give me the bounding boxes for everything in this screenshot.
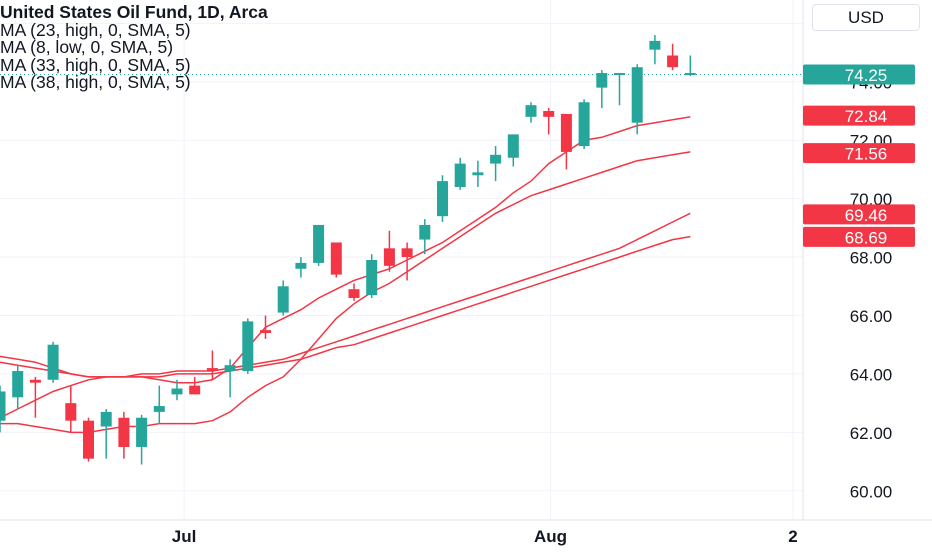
indicator-label-1[interactable]: MA (23, high, 0, SMA, 5) <box>0 19 191 40</box>
y-tick-label: 66.00 <box>850 307 893 326</box>
candle-body <box>525 105 537 117</box>
candle-body <box>383 248 395 266</box>
ma-price-tag-2: 71.56 <box>845 145 888 164</box>
candle-body <box>83 420 94 459</box>
candle-body <box>631 67 643 123</box>
y-tick-label: 68.00 <box>850 249 893 268</box>
candle-body <box>12 371 24 398</box>
candle-body <box>596 73 608 88</box>
y-tick-label: 64.00 <box>850 365 893 384</box>
indicator-label-2[interactable]: MA (8, low, 0, SMA, 5) <box>0 37 174 57</box>
candle-body <box>560 113 572 152</box>
ma-line-3 <box>0 212 691 378</box>
candle-body <box>507 134 519 158</box>
y-tick-label: 70.00 <box>850 190 893 209</box>
candle-body <box>366 260 378 296</box>
candle-body <box>401 248 413 258</box>
candle-body <box>260 330 271 334</box>
candle-body <box>578 102 590 147</box>
x-tick-label: 2 <box>788 527 797 546</box>
candle-body <box>490 154 502 164</box>
indicator-label-3[interactable]: MA (33, high, 0, SMA, 5) <box>0 54 191 75</box>
candle-body <box>224 365 236 372</box>
ma-line-4 <box>0 235 691 378</box>
x-tick-label: Aug <box>534 527 567 546</box>
candle-body <box>189 385 201 395</box>
last-price-tag: 74.25 <box>845 66 888 85</box>
candle-body <box>47 344 59 380</box>
chart-legend: United States Oil Fund, 1D, Arca MA (23,… <box>0 2 268 92</box>
candle-body <box>348 289 360 298</box>
candle-body <box>206 368 218 372</box>
indicator-label-4[interactable]: MA (38, high, 0, SMA, 5) <box>0 72 191 92</box>
ma-line-2 <box>0 151 691 434</box>
candle-body <box>65 403 77 421</box>
ma-price-tag-2-bg <box>803 143 915 164</box>
ma-price-tag-3-bg <box>803 204 915 225</box>
candle-body <box>313 224 325 263</box>
candle-body <box>136 417 148 447</box>
candle-body <box>277 286 289 313</box>
candle-body <box>295 262 307 269</box>
y-tick-label: 62.00 <box>850 424 893 443</box>
candle-body <box>242 321 254 372</box>
candle-body <box>437 181 448 217</box>
chart-title[interactable]: United States Oil Fund, 1D, Arca <box>0 2 268 22</box>
candle-body <box>419 224 431 240</box>
candle-body <box>472 172 484 176</box>
candle-body <box>667 55 679 68</box>
candle-body <box>153 406 165 412</box>
candle-body <box>100 411 112 427</box>
currency-button[interactable]: USD <box>812 4 920 31</box>
y-tick-label: 60.00 <box>850 482 893 501</box>
candle-body <box>330 242 342 275</box>
candle-body <box>684 73 696 76</box>
candle-body <box>29 379 41 383</box>
candle-body <box>0 391 6 421</box>
ma-price-tag-1: 72.84 <box>845 107 888 126</box>
candle-body <box>614 73 625 76</box>
x-tick-label: Jul <box>172 527 197 546</box>
candle-body <box>118 417 130 447</box>
ma-price-tag-4-bg <box>803 226 915 247</box>
candle-body <box>543 111 555 117</box>
ma-price-tag-1-bg <box>803 105 915 126</box>
candle-body <box>171 388 183 395</box>
last-price-tag-bg <box>803 64 915 85</box>
ma-price-tag-4: 68.69 <box>845 228 888 247</box>
ma-price-tag-3: 69.46 <box>845 206 888 225</box>
candle-body <box>649 40 661 50</box>
candle-body <box>454 163 466 187</box>
